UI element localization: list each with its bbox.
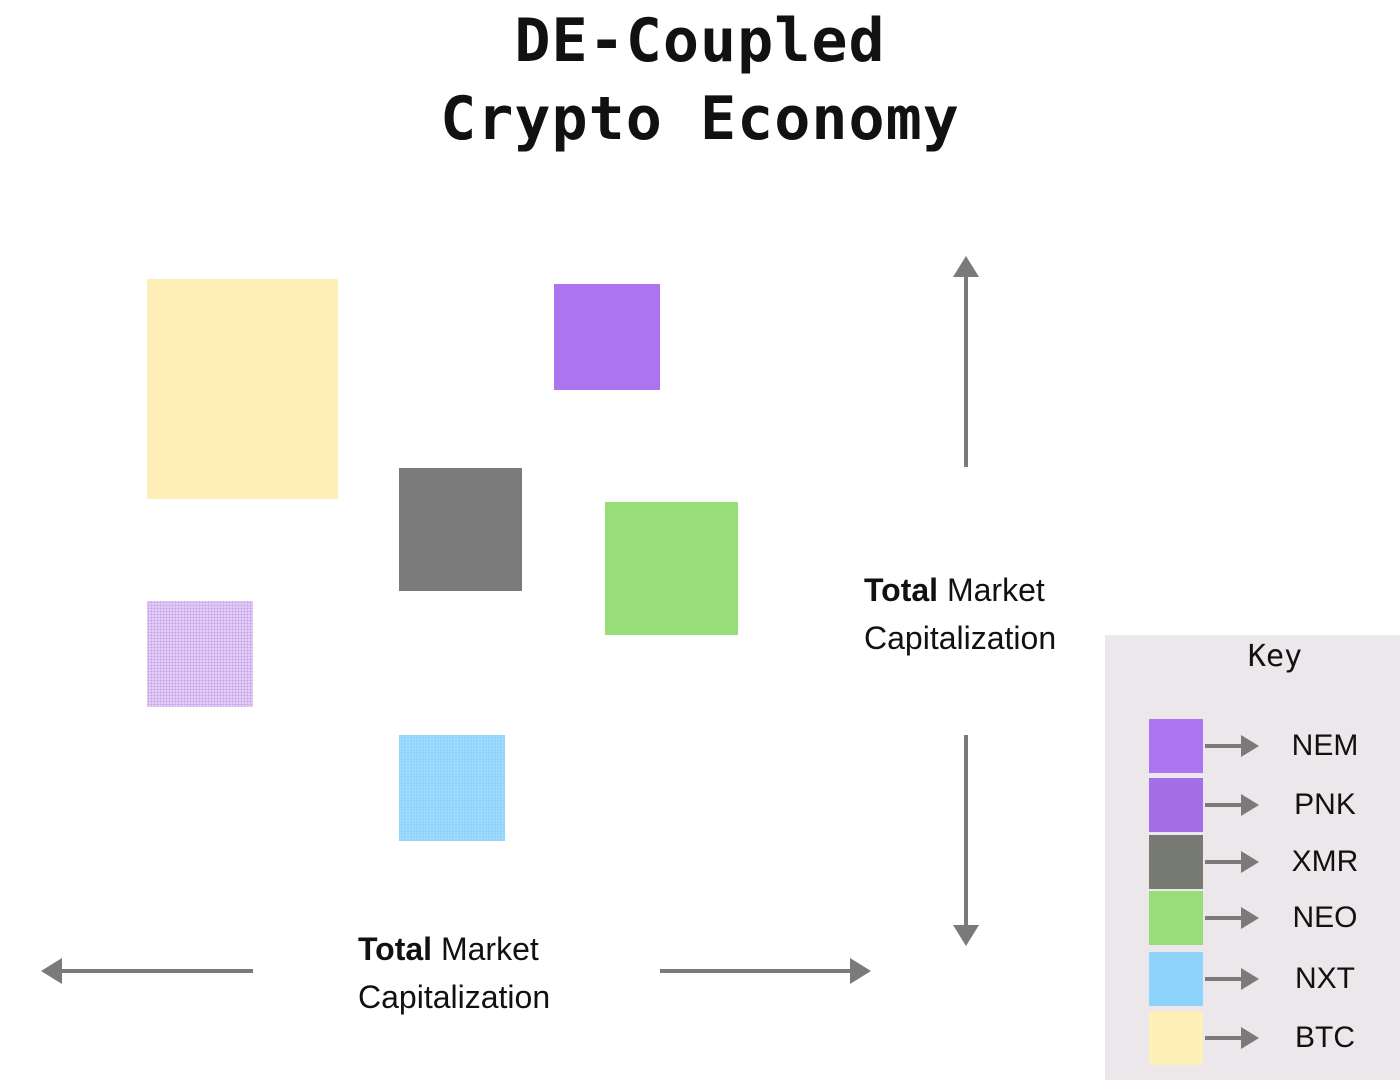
vertical-axis-label: Total Market Capitalization — [864, 566, 1056, 662]
key-arrow-icon — [1205, 851, 1259, 873]
nem-block — [554, 284, 660, 390]
key-arrow-icon — [1205, 1027, 1259, 1049]
horizontal-axis-label-rest: Market — [432, 931, 539, 967]
key-item-btc: BTC — [1105, 1011, 1400, 1065]
key-swatch-neo — [1149, 891, 1203, 945]
key-title: Key — [1247, 639, 1303, 674]
key-label-pnk: PNK — [1294, 788, 1356, 821]
horizontal-axis-label: Total Market Capitalization — [358, 925, 550, 1021]
key-panel: Key NEM PNK XMR NEO NXT BTC — [1105, 635, 1400, 1080]
key-item-nxt: NXT — [1105, 952, 1400, 1006]
pnk-block — [147, 601, 253, 707]
key-item-neo: NEO — [1105, 891, 1400, 945]
vertical-axis-label-rest: Market — [938, 572, 1045, 608]
key-arrow-icon — [1205, 968, 1259, 990]
diagram-title: DE-Coupled Crypto Economy — [0, 0, 1400, 158]
nxt-block — [399, 735, 505, 841]
key-item-nem: NEM — [1105, 719, 1400, 773]
key-item-xmr: XMR — [1105, 835, 1400, 889]
vertical-axis-label-bold: Total — [864, 572, 939, 608]
key-swatch-nem — [1149, 719, 1203, 773]
neo-block — [605, 502, 738, 635]
key-label-nxt: NXT — [1295, 962, 1355, 995]
key-swatch-btc — [1149, 1011, 1203, 1065]
xmr-block — [399, 468, 522, 591]
key-swatch-pnk — [1149, 778, 1203, 832]
key-swatch-nxt — [1149, 952, 1203, 1006]
key-arrow-icon — [1205, 794, 1259, 816]
key-label-xmr: XMR — [1291, 845, 1359, 878]
right-arrowhead-icon — [850, 958, 871, 984]
up-arrowhead-icon — [953, 256, 979, 277]
vertical-axis-label-line2: Capitalization — [864, 620, 1057, 656]
key-item-pnk: PNK — [1105, 778, 1400, 832]
btc-block — [147, 279, 338, 499]
key-arrow-icon — [1205, 907, 1259, 929]
title-line-1: DE-Coupled — [514, 6, 886, 76]
key-label-neo: NEO — [1292, 901, 1358, 934]
key-arrow-icon — [1205, 735, 1259, 757]
key-label-btc: BTC — [1295, 1021, 1355, 1054]
key-swatch-xmr — [1149, 835, 1203, 889]
horizontal-axis-label-line2: Capitalization — [358, 979, 551, 1015]
key-label-nem: NEM — [1291, 729, 1359, 762]
left-arrowhead-icon — [41, 958, 62, 984]
horizontal-axis-label-bold: Total — [358, 931, 433, 967]
down-arrowhead-icon — [953, 925, 979, 946]
title-line-2: Crypto Economy — [440, 84, 960, 154]
